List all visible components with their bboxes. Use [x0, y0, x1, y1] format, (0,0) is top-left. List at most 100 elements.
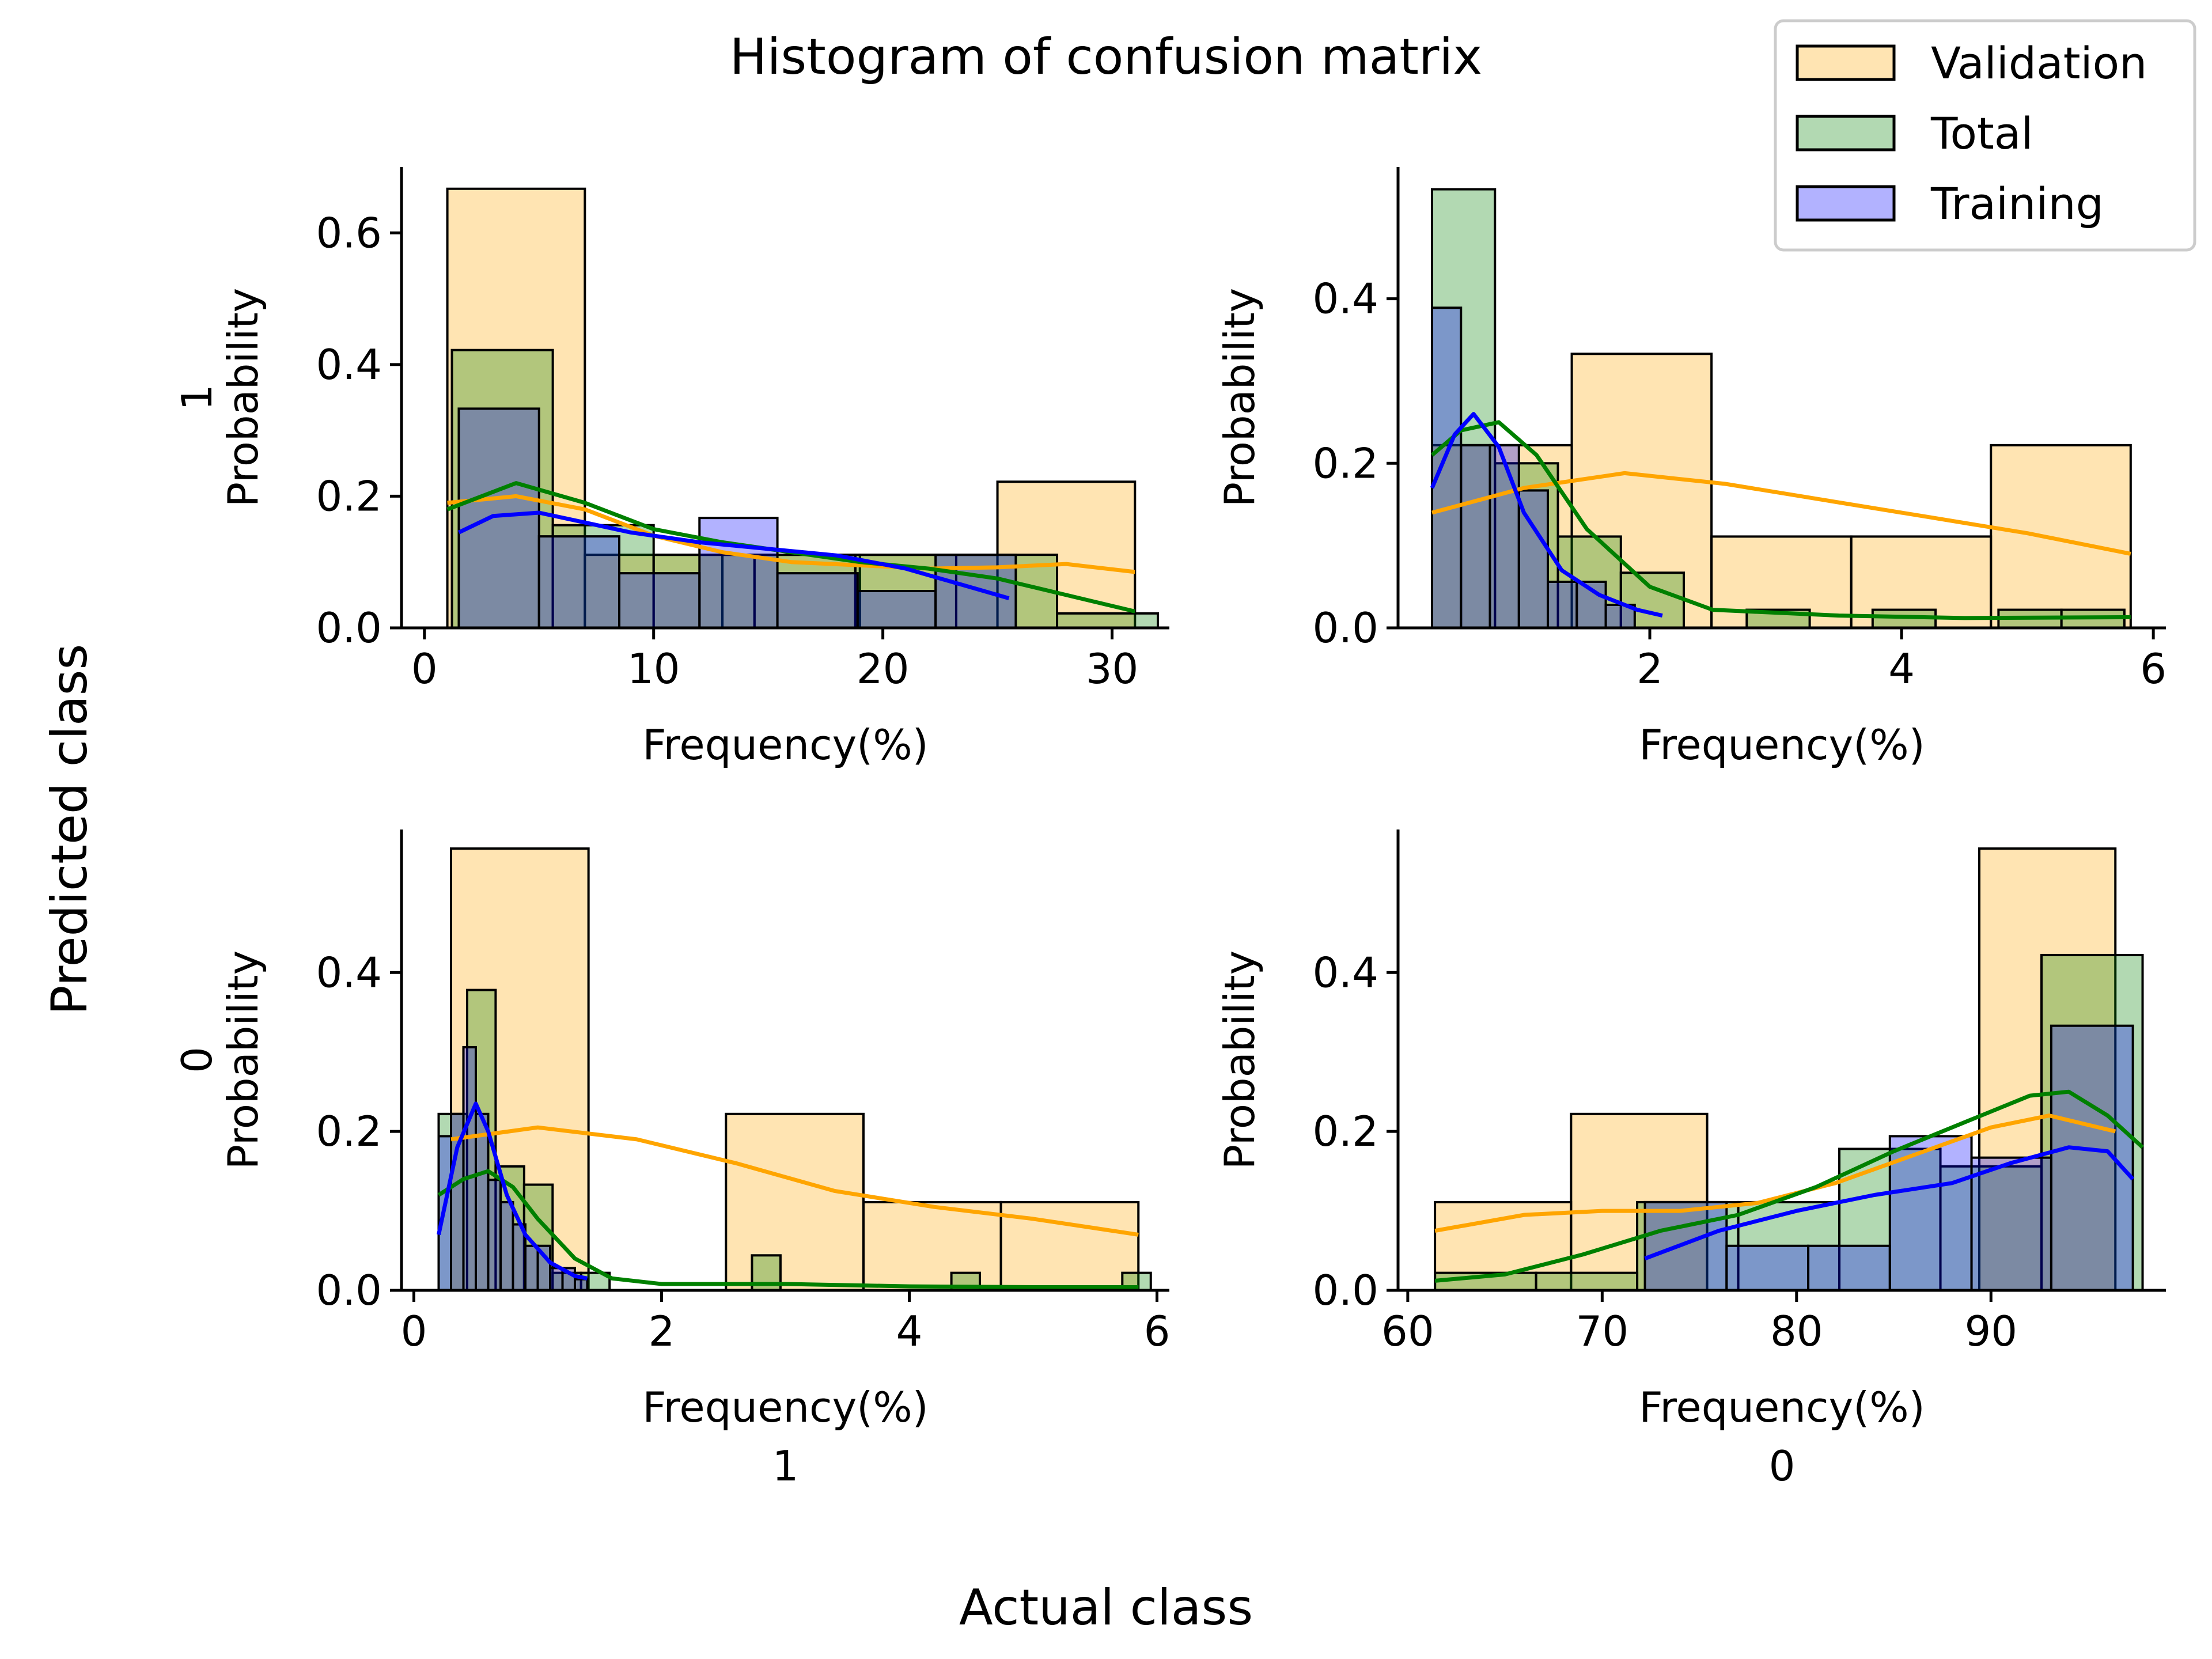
- figure-title: Histogram of confusion matrix: [730, 28, 1482, 86]
- y-tick-label: 0.4: [316, 340, 382, 389]
- y-tick-label: 0.2: [1312, 1107, 1378, 1156]
- x-axis-label: Frequency(%): [642, 1383, 929, 1431]
- y-tick-label: 0.2: [316, 1107, 382, 1156]
- y-tick-label: 0.4: [316, 948, 382, 997]
- x-axis-label: Frequency(%): [1639, 721, 1925, 769]
- y-tick-label: 0.0: [1312, 1266, 1378, 1315]
- bar-training-4: [487, 1179, 502, 1292]
- bar-training-9: [549, 1267, 564, 1292]
- legend-label-training: Training: [1930, 178, 2104, 229]
- x-tick-label: 70: [1576, 1307, 1629, 1355]
- bar-training-0: [457, 407, 540, 630]
- bar-total-6: [2040, 953, 2144, 1291]
- x-tick-label: 60: [1381, 1307, 1434, 1355]
- y-tick-label: 0.4: [1312, 948, 1378, 997]
- bar-training-0: [1643, 1200, 1728, 1291]
- subplot-grid: 0 10 20 300.00.20.40.6Frequency(%)Probabili…: [173, 167, 2166, 1490]
- y-tick-label: 0.0: [316, 1266, 382, 1315]
- kde-line-validation: [447, 494, 1135, 574]
- legend-label-validation: Validation: [1931, 37, 2147, 89]
- bar-training-7: [524, 1244, 539, 1291]
- chart-legend: Validation Total Training: [1774, 19, 2196, 252]
- y-axis-label: Probability: [1215, 950, 1264, 1170]
- column-class-label: 0: [1769, 1442, 1796, 1490]
- x-tick-label: 2: [649, 1307, 675, 1355]
- x-tick-label: 4: [896, 1307, 923, 1355]
- bar-training-2: [618, 572, 701, 630]
- bar-training-4: [776, 572, 859, 630]
- kde-line-total: [1430, 420, 2131, 620]
- bar-total-5: [1939, 1165, 2043, 1292]
- kde-line-total: [437, 1169, 1139, 1289]
- legend-swatch-validation: [1796, 44, 1896, 81]
- x-tick-label: 10: [627, 645, 680, 693]
- x-tick-label: 90: [1964, 1307, 2017, 1355]
- x-tick-label: 6: [2140, 645, 2166, 693]
- kde-line-total: [1434, 1089, 2144, 1283]
- subplot-top-right: 2 4 6 0.0 0.2 0.4 Frequency(%) Probability: [1215, 167, 2166, 769]
- y-axis-label: Probability: [219, 950, 267, 1170]
- x-tick-label: 4: [1888, 645, 1915, 693]
- y-tick-label: 0.6: [316, 209, 382, 257]
- x-tick-label: 80: [1770, 1307, 1823, 1355]
- y-tick-label: 0.4: [1312, 275, 1378, 323]
- bar-validation-3: [1850, 535, 1993, 630]
- bar-training-0: [1431, 306, 1463, 629]
- bar-training-3: [475, 1112, 490, 1291]
- x-axis-label: Frequency(%): [1639, 1383, 1925, 1431]
- kde-line-training: [1644, 1145, 2135, 1261]
- bar-total-6: [1056, 612, 1160, 630]
- bar-validation-0: [450, 847, 590, 1291]
- bar-training-3: [1888, 1135, 1973, 1292]
- column-class-label: 1: [772, 1442, 799, 1490]
- subplot-bottom-right: 60 70 80 90 0.0 0.2 0.4 Frequency(%) 0 Probabilit…: [1215, 830, 2166, 1490]
- bar-training-11: [574, 1278, 589, 1292]
- bar-training-1: [1460, 444, 1491, 629]
- kde-line-training: [1430, 412, 1663, 618]
- y-axis-label: Probability: [219, 288, 267, 507]
- y-tick-label: 0.0: [316, 604, 382, 652]
- y-super-label: Predicted class: [41, 644, 99, 1016]
- legend-swatch-training: [1796, 185, 1896, 222]
- bar-training-3: [698, 517, 779, 630]
- x-tick-label: 30: [1086, 645, 1139, 693]
- row-class-label: 0: [173, 1047, 221, 1073]
- bar-training-5: [856, 590, 937, 629]
- y-axis-label: Probability: [1215, 288, 1264, 507]
- bar-training-2: [1488, 444, 1520, 629]
- kde-line-training: [457, 510, 1010, 600]
- x-tick-label: 2: [1637, 645, 1663, 693]
- subplot-top-left: 0 10 20 30 0.0 0.2 0.4 0.6 Frequency(%) Probabili…: [173, 167, 1169, 769]
- kde-line-validation: [1431, 471, 2131, 556]
- y-tick-label: 0.2: [316, 472, 382, 520]
- x-tick-label: 0: [401, 1307, 427, 1355]
- bar-total-1: [1535, 1271, 1639, 1292]
- bar-training-4: [1970, 1156, 2052, 1291]
- bar-training-1: [537, 535, 621, 630]
- x-super-label: Actual class: [959, 1579, 1253, 1637]
- bar-training-5: [499, 1200, 514, 1291]
- bar-training-4: [1547, 581, 1578, 629]
- bar-training-2: [462, 1046, 477, 1291]
- y-tick-label: 0.0: [1312, 604, 1378, 652]
- bar-validation-4: [1990, 444, 2132, 629]
- bar-training-1: [1725, 1244, 1810, 1291]
- bar-total-0: [1431, 188, 1497, 630]
- x-tick-label: 0: [411, 645, 438, 693]
- y-tick-label: 0.2: [1312, 439, 1378, 487]
- legend-label-total: Total: [1930, 108, 2033, 159]
- bar-total-3: [1619, 571, 1685, 629]
- kde-line-validation: [450, 1125, 1139, 1237]
- bar-validation-2: [725, 1112, 865, 1291]
- bar-total-2: [652, 554, 756, 630]
- x-tick-label: 20: [857, 645, 910, 693]
- x-tick-label: 6: [1144, 1307, 1171, 1355]
- legend-swatch-total: [1796, 115, 1896, 151]
- bar-total-5: [1745, 608, 1811, 629]
- row-class-label: 1: [173, 384, 221, 411]
- bar-validation-4: [999, 1200, 1140, 1291]
- bar-training-2: [1807, 1244, 1891, 1291]
- kde-line-training: [437, 1101, 588, 1281]
